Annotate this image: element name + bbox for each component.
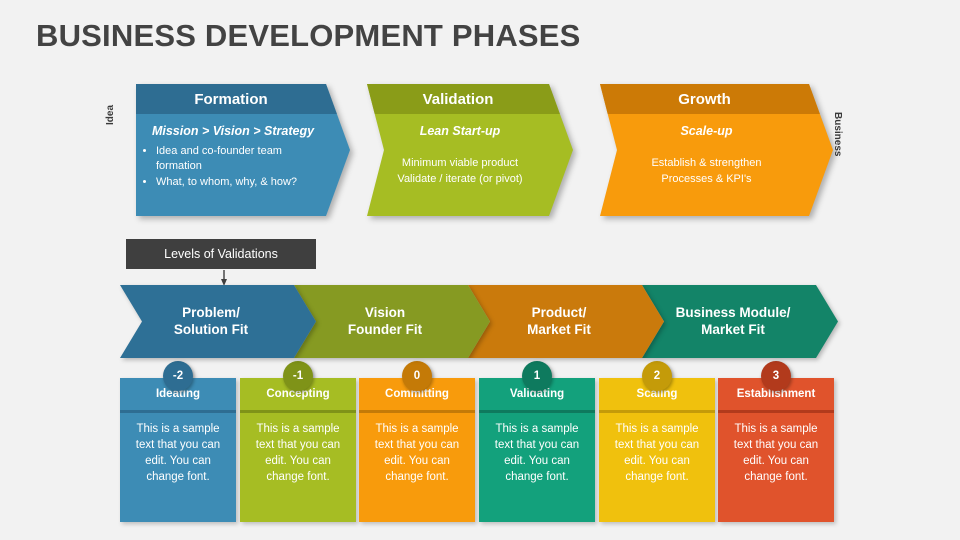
card-body: This is a sample text that you can edit.… (718, 413, 834, 522)
phase-header-band (600, 84, 833, 114)
phase-bullet-list: Idea and co-founder team formationWhat, … (136, 144, 330, 191)
stage-card-ideating[interactable]: Ideating This is a sample text that you c… (120, 361, 236, 522)
chevron-label: Business Module/ Market Fit (675, 304, 791, 337)
chevron-stage-1[interactable]: Problem/ Solution Fit (120, 285, 316, 358)
card-title: Scaling (636, 388, 678, 400)
stage-cards-group: Ideating This is a sample text that you c… (120, 361, 838, 522)
phase-title: Formation (194, 90, 268, 108)
chevron-stage-3[interactable]: Product/ Market Fit (468, 285, 664, 358)
phase-arrow-shape (136, 84, 350, 216)
card-divider (599, 410, 715, 413)
phase-bullet-item: Idea and co-founder team formation (156, 144, 324, 174)
phase-title: Validation (422, 90, 494, 108)
card-divider (359, 410, 475, 413)
chevron-label: Vision Founder Fit (347, 304, 423, 337)
card-divider (120, 410, 236, 413)
chevron-stage-4[interactable]: Business Module/ Market Fit (642, 285, 838, 358)
card-number-badge: 2 (642, 361, 672, 391)
phase-title: Growth (678, 90, 731, 108)
phase-subtitle: Lean Start-up (419, 124, 501, 138)
card-number-badge: -1 (283, 361, 313, 391)
phase-arrow-shape (600, 84, 833, 216)
card-body: This is a sample text that you can edit.… (240, 413, 356, 522)
validation-levels-chevron-band: Problem/ Solution Fit Vision Founder Fit P… (120, 285, 838, 358)
phase-arrow-validation[interactable]: Validation Lean Start-up Minimum viable pr… (367, 84, 573, 216)
phase-body: Lean Start-up Minimum viable product Valid… (367, 114, 553, 216)
card-body-text: This is a sample text that you can edit.… (374, 423, 460, 483)
card-body: This is a sample text that you can edit.… (359, 413, 475, 522)
card-body-text: This is a sample text that you can edit.… (135, 423, 221, 483)
card-number-badge: 1 (522, 361, 552, 391)
phase-arrow-formation[interactable]: Formation Mission > Vision > Strategy Idea… (136, 84, 350, 216)
side-label-idea: Idea (105, 104, 116, 125)
chevron-shape: Problem/ Solution Fit (120, 285, 316, 358)
card-header: Establishment (718, 378, 834, 410)
side-label-business: Business (832, 112, 843, 157)
card-body-text: This is a sample text that you can edit.… (255, 423, 341, 483)
card-number-badge: 3 (761, 361, 791, 391)
card-divider (718, 410, 834, 413)
levels-of-validations-tag: Levels of Validations (126, 239, 316, 269)
stage-card-establishment[interactable]: Establishment This is a sample text that … (718, 361, 834, 522)
phase-subtitle: Scale-up (680, 124, 733, 138)
card-title: Committing (385, 388, 449, 400)
card-title: Validating (509, 388, 565, 400)
card-header: Scaling (599, 378, 715, 410)
card-number-badge: -2 (163, 361, 193, 391)
levels-of-validations-label: Levels of Validations (164, 247, 278, 261)
phase-body: Mission > Vision > Strategy Idea and co-f… (136, 114, 330, 216)
card-number-badge: 0 (402, 361, 432, 391)
chevron-shape: Vision Founder Fit (294, 285, 490, 358)
card-divider (479, 410, 595, 413)
card-body: This is a sample text that you can edit.… (479, 413, 595, 522)
phase-bullet-item: What, to whom, why, & how? (156, 175, 324, 190)
card-body-text: This is a sample text that you can edit.… (733, 423, 819, 483)
stage-card-concepting[interactable]: Concepting This is a sample text that you… (240, 361, 356, 522)
stage-card-validating[interactable]: Validating This is a sample text that you… (479, 361, 595, 522)
card-body: This is a sample text that you can edit.… (599, 413, 715, 522)
page-title: BUSINESS DEVELOPMENT PHASES (36, 18, 581, 53)
phase-body-text: Minimum viable product Validate / iterate… (397, 157, 523, 185)
down-arrow-icon (221, 270, 227, 286)
phase-subtitle: Mission > Vision > Strategy (151, 124, 315, 138)
card-title: Ideating (155, 388, 201, 400)
phase-arrow-shape (367, 84, 573, 216)
stage-card-scaling[interactable]: Scaling This is a sample text that you ca… (599, 361, 715, 522)
card-divider (240, 410, 356, 413)
card-body: This is a sample text that you can edit.… (120, 413, 236, 522)
chevron-shape: Business Module/ Market Fit (642, 285, 838, 358)
phase-body: Scale-up Establish & strengthen Processes … (600, 114, 813, 216)
card-title: Establishment (736, 388, 816, 400)
phase-body-text: Establish & strengthen Processes & KPI's (651, 157, 762, 185)
chevron-shape: Product/ Market Fit (468, 285, 664, 358)
phase-arrow-growth[interactable]: Growth Scale-up Establish & strengthen Proc… (600, 84, 833, 216)
card-title: Concepting (266, 388, 330, 400)
chevron-label: Problem/ Solution Fit (173, 304, 249, 337)
card-body-text: This is a sample text that you can edit.… (614, 423, 700, 483)
chevron-label: Product/ Market Fit (527, 304, 591, 337)
phase-header-band (367, 84, 573, 114)
chevron-stage-2[interactable]: Vision Founder Fit (294, 285, 490, 358)
stage-card-committing[interactable]: Committing This is a sample text that you… (359, 361, 475, 522)
phase-header-band (136, 84, 350, 114)
card-body-text: This is a sample text that you can edit.… (494, 423, 580, 483)
